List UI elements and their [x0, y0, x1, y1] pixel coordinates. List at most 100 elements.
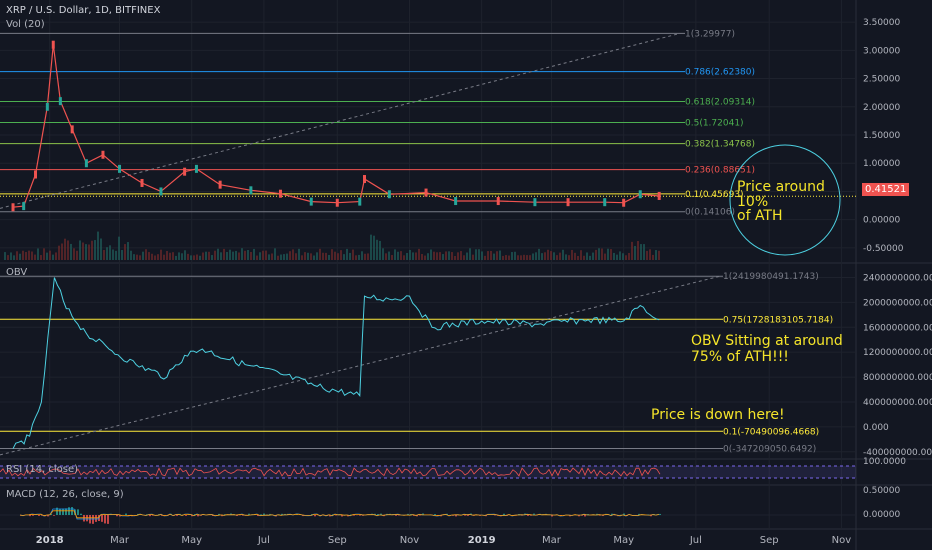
price-candle	[34, 170, 38, 179]
obv-fib-label: 0.1(-70490096.4668)	[723, 427, 819, 437]
macd-histogram-bar	[116, 515, 118, 517]
volume-bar	[394, 249, 396, 260]
volume-bar	[577, 255, 579, 260]
volume-bar	[214, 250, 216, 260]
volume-bar	[304, 252, 306, 260]
macd-histogram-bar	[191, 515, 193, 517]
volume-bar	[184, 250, 186, 260]
obv-axis-tick: 2400000000.000	[863, 273, 932, 283]
volume-bar	[442, 254, 444, 260]
volume-bar	[79, 240, 81, 260]
volume-bar	[502, 255, 504, 260]
price-candle	[566, 198, 570, 207]
volume-bar	[250, 251, 252, 260]
volume-bar	[484, 255, 486, 260]
volume-bar	[118, 236, 120, 260]
price-candle	[118, 164, 122, 173]
macd-histogram-bar	[638, 513, 640, 515]
price-fib-label: 0.1(0.45693)	[685, 190, 744, 200]
volume-bar	[127, 242, 129, 260]
price-candle	[101, 150, 105, 159]
volume-bar	[205, 251, 207, 260]
macd-histogram-bar	[530, 515, 532, 516]
volume-bar	[604, 253, 606, 260]
volume-bar	[169, 252, 171, 260]
volume-bar	[586, 252, 588, 260]
volume-bar	[226, 252, 228, 260]
volume-bar	[283, 254, 285, 260]
volume-bar	[436, 252, 438, 260]
volume-bar	[181, 253, 183, 260]
price-candle	[183, 167, 187, 176]
obv-axis-tick: 2000000000.000	[863, 298, 932, 308]
macd-histogram-bar	[161, 515, 163, 516]
volume-bar	[196, 254, 198, 260]
macd-histogram-bar	[236, 515, 238, 516]
obv-fib-label: 0(-347209050.6492)	[723, 444, 816, 454]
volume-bar	[412, 252, 414, 260]
volume-bar	[562, 249, 564, 260]
volume-bar	[241, 248, 243, 260]
note-pct: 10%	[737, 194, 769, 210]
volume-bar	[43, 248, 45, 260]
price-candle	[657, 191, 661, 200]
macd-histogram-bar	[584, 515, 586, 517]
volume-bar	[625, 255, 627, 260]
price-fib-label: 1(3.29977)	[685, 29, 735, 39]
volume-bar	[649, 249, 651, 260]
macd-histogram-bar	[53, 515, 55, 516]
volume-bar	[580, 250, 582, 260]
volume-bar	[157, 254, 159, 260]
price-candle	[22, 202, 26, 211]
volume-bar	[280, 254, 282, 260]
macd-line	[19, 508, 660, 520]
annotation-circle	[729, 144, 841, 256]
macd-histogram-bar	[224, 514, 226, 515]
volume-bar	[28, 250, 30, 260]
volume-bar	[337, 253, 339, 260]
obv-axis-tick: 1200000000.000	[863, 348, 932, 358]
price-candle	[603, 198, 607, 207]
volume-bar	[319, 248, 321, 260]
volume-bar	[256, 255, 258, 260]
volume-bar	[445, 251, 447, 260]
volume-bar	[370, 234, 372, 260]
volume-bar	[643, 244, 645, 260]
volume-bar	[121, 249, 123, 260]
macd-histogram-bar	[314, 515, 316, 517]
macd-histogram-bar	[218, 513, 220, 515]
volume-bar	[538, 248, 540, 260]
macd-histogram-bar	[413, 515, 415, 516]
volume-bar	[415, 252, 417, 260]
volume-bar	[652, 254, 654, 260]
volume-bar	[34, 254, 36, 260]
time-axis-tick: Nov	[400, 535, 420, 546]
macd-histogram-bar	[101, 515, 103, 522]
volume-bar	[520, 255, 522, 260]
volume-bar	[85, 244, 87, 260]
macd-histogram-bar	[350, 514, 352, 515]
time-axis-tick: Nov	[832, 535, 852, 546]
volume-bar	[31, 251, 33, 260]
price-axis-tick: -0.50000	[863, 244, 904, 254]
volume-bar	[124, 244, 126, 260]
macd-histogram-bar	[599, 515, 601, 516]
price-candle	[358, 197, 362, 206]
volume-bar	[553, 252, 555, 260]
volume-bar	[58, 245, 60, 260]
volume-bar	[640, 244, 642, 260]
price-fib-label: 0.236(0.88651)	[685, 166, 755, 176]
volume-bar	[238, 252, 240, 260]
price-candle	[70, 125, 74, 134]
macd-histogram-bar	[269, 513, 271, 515]
volume-bar	[328, 254, 330, 260]
price-candle	[51, 40, 55, 49]
price-fib-label: 0(0.14106)	[685, 208, 735, 218]
time-axis-tick: 2019	[468, 535, 496, 546]
price-axis-tick: 1.50000	[863, 131, 900, 141]
volume-bar	[10, 252, 12, 260]
volume-bar	[406, 252, 408, 260]
volume-bar	[601, 248, 603, 260]
volume-bar	[100, 238, 102, 260]
